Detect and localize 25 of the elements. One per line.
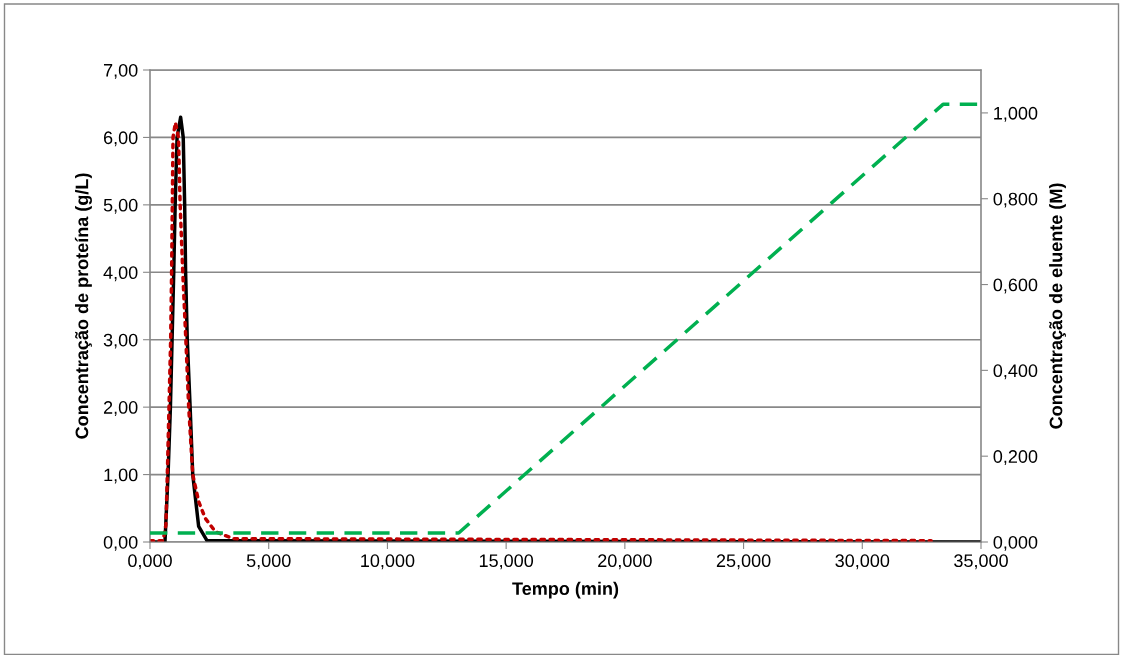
y-tick-label: 3,00 <box>103 333 138 349</box>
y-tick-label: 4,00 <box>103 266 138 282</box>
y2-tick-label: 0,400 <box>993 364 1038 380</box>
y2-tick-label: 0,800 <box>993 192 1038 208</box>
y-tick-label: 7,00 <box>103 63 138 79</box>
y2-tick-label: 0,200 <box>993 450 1038 466</box>
y-tick-label: 2,00 <box>103 401 138 416</box>
y-tick-label: 1,00 <box>104 468 138 484</box>
y2-axis-title: Concentração de eluente (M) <box>1049 183 1066 429</box>
x-tick-label: 10,000 <box>361 554 415 570</box>
y-tick-label: 6,00 <box>103 131 138 147</box>
x-tick-label: 5,000 <box>246 554 291 570</box>
x-tick-label: 0,000 <box>128 554 172 570</box>
y-tick-label: 0,00 <box>103 535 138 551</box>
x-tick-label: 25,000 <box>716 554 771 570</box>
y2-tick-label: 1,000 <box>994 106 1038 122</box>
x-tick-label: 20,000 <box>598 554 652 570</box>
x-tick-label: 15,000 <box>479 554 534 570</box>
y-axis-title: Concentração de proteína (g/L) <box>74 173 92 439</box>
x-tick-label: 30,000 <box>835 554 890 570</box>
y2-tick-label: 0,000 <box>993 535 1038 551</box>
y2-tick-label: 0,600 <box>993 278 1038 294</box>
x-tick-label: 35,000 <box>954 554 1008 570</box>
y-tick-label: 5,00 <box>103 198 138 214</box>
x-axis-title: Tempo (min) <box>512 581 619 599</box>
